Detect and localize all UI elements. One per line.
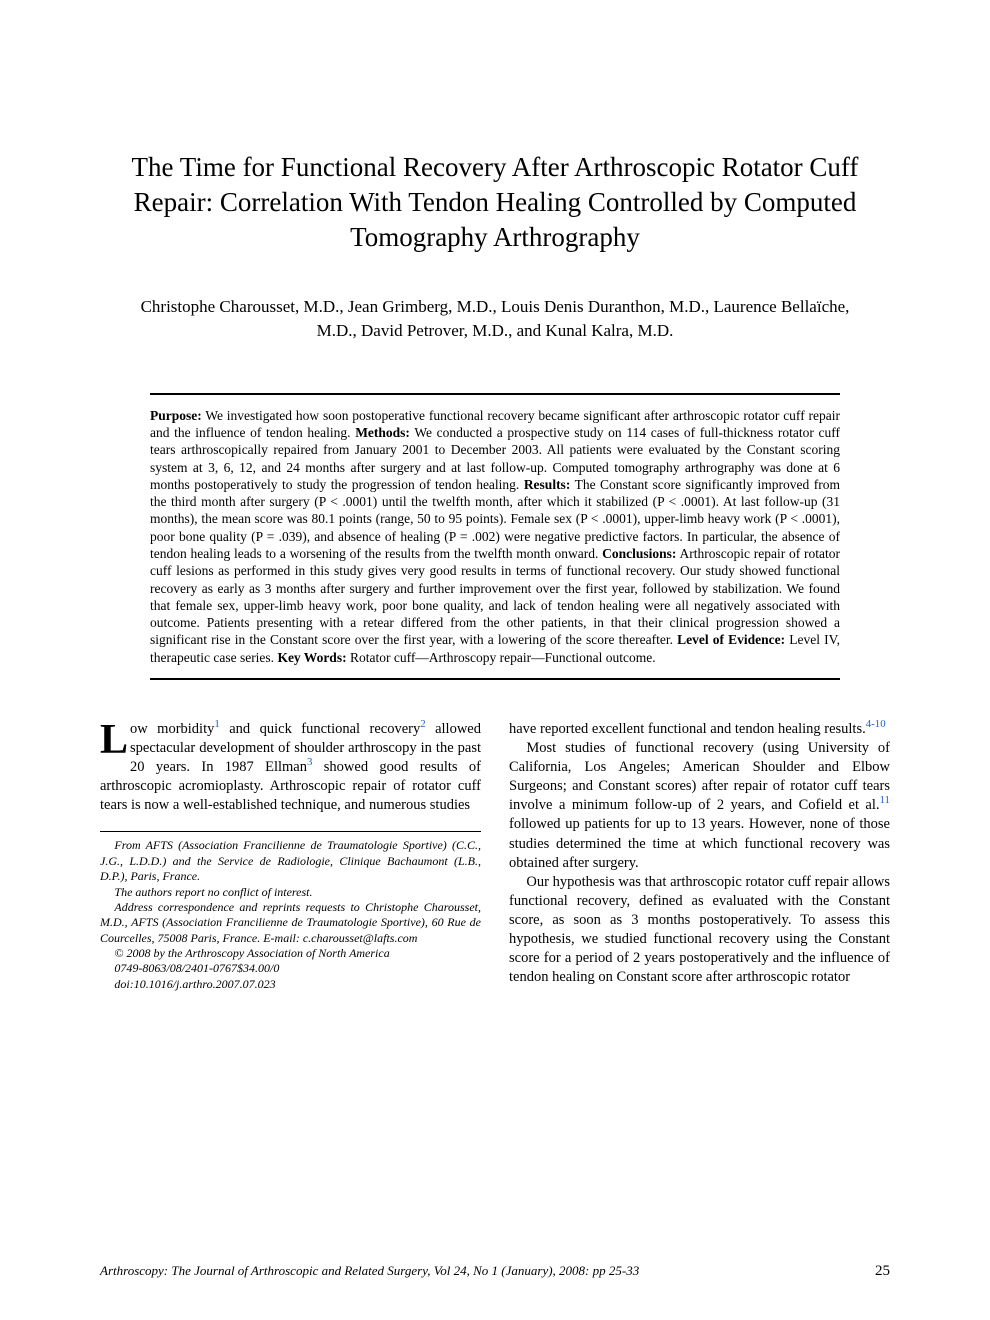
footnote-doi: doi:10.1016/j.arthro.2007.07.023 [100,977,481,992]
abstract-conclusions-label: Conclusions: [602,546,676,561]
rule-bottom [150,678,840,680]
footnote-correspondence: Address correspondence and reprints requ… [100,900,481,946]
body-p1a: ow morbidity [130,721,214,737]
body-p3b: followed up patients for up to 13 years.… [509,816,890,870]
abstract-results-label: Results: [524,477,571,492]
footnote-coi: The authors report no conflict of intere… [100,885,481,900]
body-paragraph-4: Our hypothesis was that arthroscopic rot… [509,873,890,988]
column-right: have reported excellent functional and t… [509,720,890,992]
abstract-keywords: Rotator cuff—Arthroscopy repair—Function… [347,650,656,665]
footnote-affiliation: From AFTS (Association Francilienne de T… [100,838,481,884]
footnote-copyright: © 2008 by the Arthroscopy Association of… [100,946,481,961]
footnote-issn: 0749-8063/08/2401-0767$34.00/0 [100,961,481,976]
dropcap: L [100,720,130,759]
page-footer: Arthroscopy: The Journal of Arthroscopic… [100,1263,890,1280]
citation-ref-11[interactable]: 11 [880,795,890,807]
citation-ref-4-10[interactable]: 4-10 [866,718,886,730]
body-paragraph-1: Low morbidity1 and quick functional reco… [100,720,481,816]
abstract-keywords-label: Key Words: [277,650,346,665]
footnotes: From AFTS (Association Francilienne de T… [100,831,481,992]
abstract-block: Purpose: We investigated how soon postop… [150,393,840,680]
article-title: The Time for Functional Recovery After A… [100,150,890,255]
page-number: 25 [875,1263,890,1280]
column-left: Low morbidity1 and quick functional reco… [100,720,481,992]
abstract-purpose-label: Purpose: [150,408,202,423]
abstract-methods-label: Methods: [355,425,410,440]
author-list: Christophe Charousset, M.D., Jean Grimbe… [100,295,890,343]
body-p3a: Most studies of functional recovery (usi… [509,740,890,813]
body-paragraph-2: have reported excellent functional and t… [509,720,890,739]
body-p1b: and quick functional recovery [220,721,420,737]
body-columns: Low morbidity1 and quick functional reco… [100,720,890,992]
abstract-loe-label: Level of Evidence: [677,632,785,647]
journal-citation: Arthroscopy: The Journal of Arthroscopic… [100,1263,639,1279]
body-p2a: have reported excellent functional and t… [509,721,866,737]
body-paragraph-3: Most studies of functional recovery (usi… [509,739,890,873]
abstract-text: Purpose: We investigated how soon postop… [150,395,840,678]
